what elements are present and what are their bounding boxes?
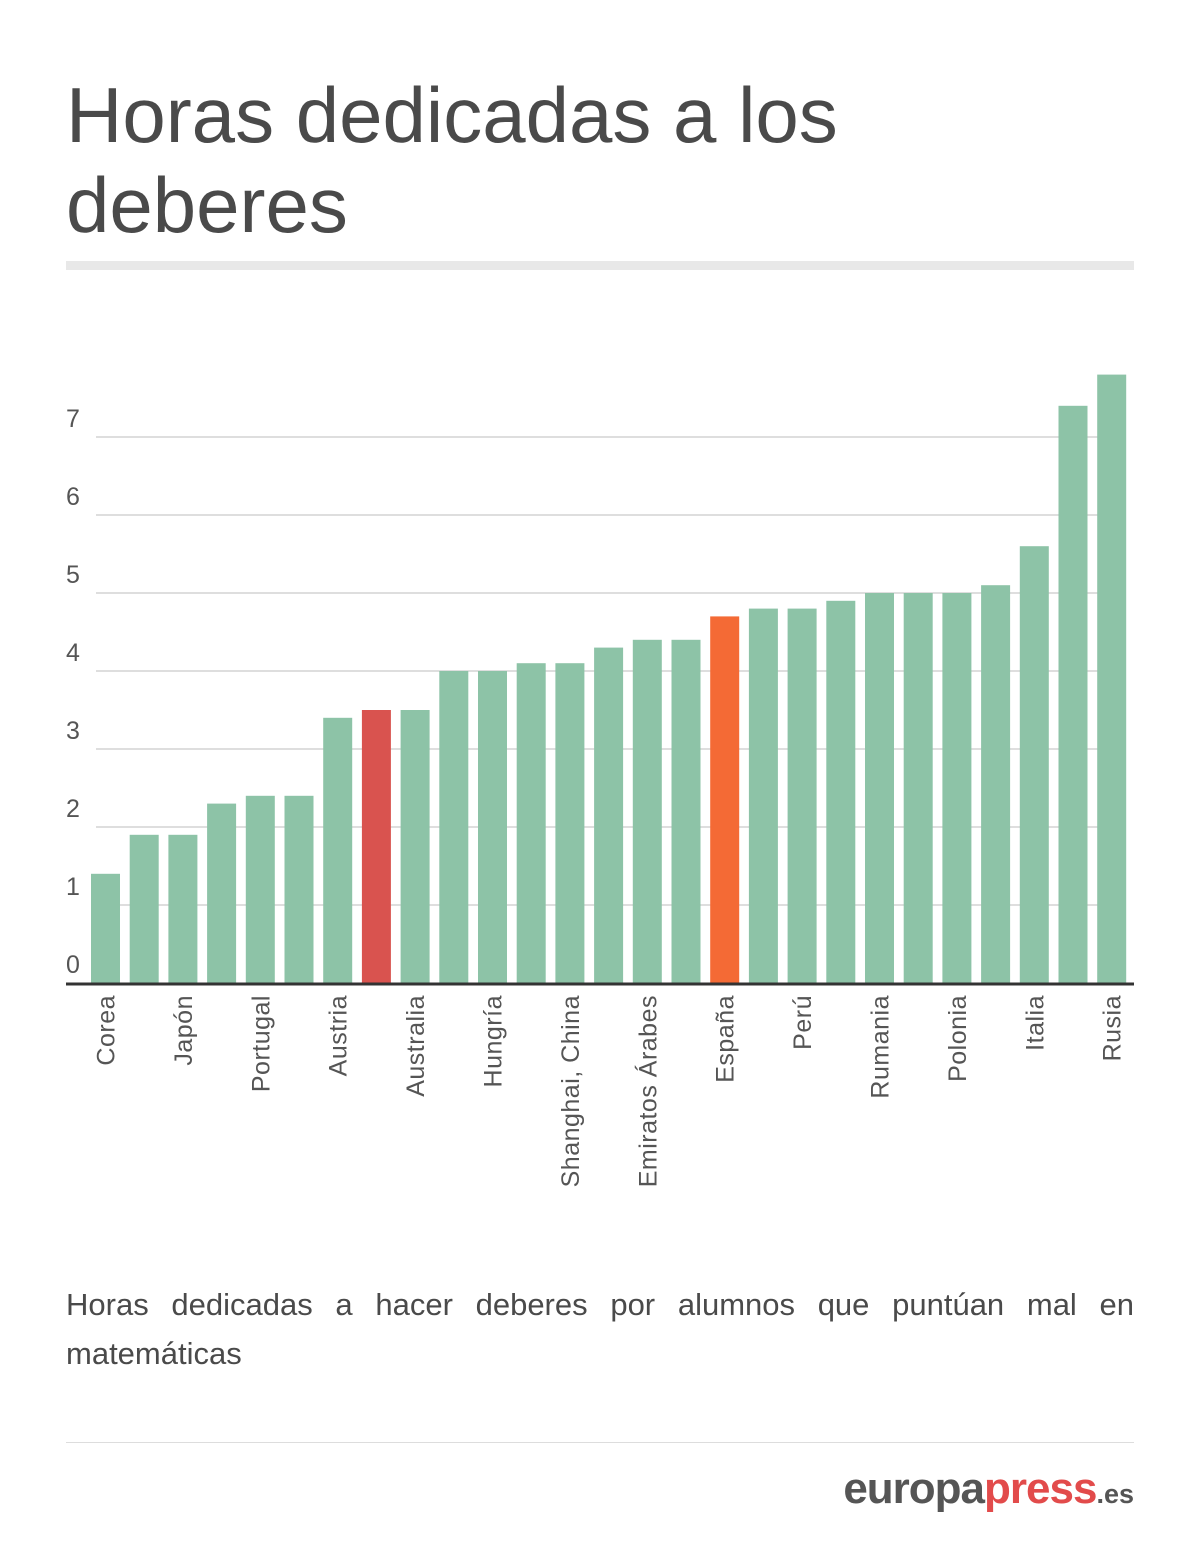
x-axis-labels: Corea Japón Portugal Austria Australia Hungrí… <box>93 995 1127 1187</box>
bar <box>710 616 740 983</box>
bar <box>207 803 237 983</box>
bar <box>323 717 353 983</box>
bar <box>284 795 314 983</box>
bar <box>903 593 933 983</box>
chart-caption: Horas dedicadas a hacer deberes por alum… <box>66 1287 1134 1371</box>
title-divider <box>66 261 1134 270</box>
bar <box>981 585 1011 983</box>
x-tick-label: Austria <box>325 995 353 1076</box>
y-axis-ticks: 0 1 2 3 4 5 6 7 <box>66 405 80 979</box>
x-tick-label: Australia <box>402 995 430 1097</box>
bar <box>516 663 546 983</box>
x-tick-label: Polonia <box>944 995 972 1082</box>
y-tick-label: 3 <box>66 717 80 745</box>
bar <box>400 710 430 983</box>
x-tick-label: Rumania <box>867 995 895 1099</box>
y-tick-label: 0 <box>66 951 80 979</box>
bar <box>361 710 391 983</box>
y-tick-label: 4 <box>66 639 80 667</box>
bar <box>865 593 894 983</box>
y-tick-label: 6 <box>66 483 80 511</box>
bar <box>594 647 624 983</box>
y-tick-label: 5 <box>66 561 80 589</box>
bar <box>748 608 778 983</box>
bar <box>91 873 120 983</box>
x-tick-label: España <box>712 995 740 1083</box>
bar <box>1097 374 1127 984</box>
bar <box>942 593 972 983</box>
x-tick-label: Rusia <box>1099 995 1127 1061</box>
bar <box>478 671 507 983</box>
x-tick-label: Shanghai, China <box>557 995 585 1187</box>
bar-chart: 0 1 2 3 4 5 6 7 Corea Japón Portugal Austria Austra… <box>66 374 1134 1187</box>
x-tick-label: Emiratos Árabes <box>633 995 662 1187</box>
europapress-logo: europapress.es <box>843 1464 1134 1513</box>
x-tick-label: Japón <box>170 995 198 1066</box>
bar <box>168 834 198 983</box>
bar <box>826 600 856 983</box>
x-tick-label: Corea <box>93 995 121 1066</box>
bar <box>1019 546 1049 983</box>
bar <box>671 639 701 983</box>
bar <box>245 795 275 983</box>
bar <box>129 834 159 983</box>
x-tick-label: Portugal <box>247 995 275 1092</box>
x-tick-label: Perú <box>789 995 817 1050</box>
page-title: Horas dedicadas a los deberes <box>66 71 838 249</box>
footer-divider <box>66 1442 1134 1443</box>
y-tick-label: 1 <box>66 873 80 901</box>
x-tick-label: Italia <box>1021 995 1049 1051</box>
bar <box>632 639 662 983</box>
x-tick-label: Hungría <box>480 995 508 1087</box>
bar <box>555 663 585 983</box>
y-tick-label: 7 <box>66 405 80 433</box>
bar <box>1058 405 1088 983</box>
chart-bars <box>91 374 1127 984</box>
bar <box>439 671 469 983</box>
y-tick-label: 2 <box>66 795 80 823</box>
bar <box>787 608 817 983</box>
